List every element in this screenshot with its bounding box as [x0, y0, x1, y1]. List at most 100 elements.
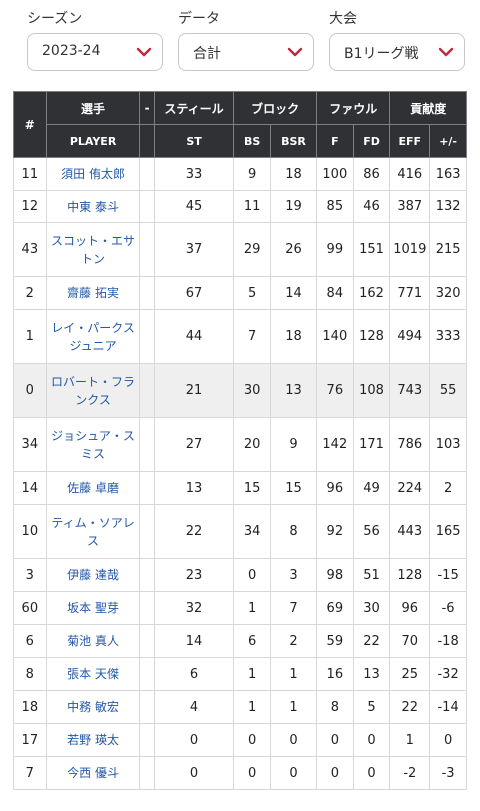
- stat-bsr: 1: [270, 657, 317, 691]
- season-select-value: 2023-24: [42, 43, 101, 59]
- col-player-sub[interactable]: PLAYER: [45, 124, 141, 158]
- stats-table-container[interactable]: # 選手 - スティール ブロック ファウル 貢献度 PLAYER ST BS …: [13, 91, 467, 790]
- col-dash-sub: [139, 124, 155, 158]
- stat-pm: 333: [429, 309, 467, 364]
- player-name-link[interactable]: 菊池 真人: [45, 624, 141, 658]
- stat-f: 0: [315, 723, 354, 757]
- dash-cell: [139, 624, 155, 658]
- stat-pm: 132: [429, 190, 467, 223]
- player-name-link[interactable]: 張本 天傑: [45, 657, 141, 691]
- col-f-header[interactable]: F: [315, 124, 354, 158]
- stat-fd: 86: [352, 157, 391, 191]
- player-name-link[interactable]: 今西 優斗: [45, 756, 141, 790]
- player-name-link[interactable]: 伊藤 達哉: [45, 558, 141, 592]
- stat-fd: 0: [352, 756, 391, 790]
- dash-cell: [139, 471, 155, 505]
- col-dash-header: -: [139, 91, 155, 125]
- player-number: 8: [13, 657, 47, 691]
- tournament-select[interactable]: B1リーグ戦: [329, 33, 465, 71]
- player-name-link[interactable]: レイ・パークスジュニア: [45, 309, 141, 364]
- stat-pm: -14: [429, 690, 467, 724]
- stat-eff: 387: [389, 190, 431, 223]
- stat-st: 22: [153, 504, 235, 559]
- stat-bsr: 7: [270, 591, 317, 625]
- player-name-link[interactable]: 坂本 聖芽: [45, 591, 141, 625]
- stat-fd: 49: [352, 471, 391, 505]
- player-name-link[interactable]: スコット・エサトン: [45, 222, 141, 277]
- dash-cell: [139, 756, 155, 790]
- data-select-value: 合計: [193, 46, 221, 62]
- stat-pm: 55: [429, 363, 467, 418]
- col-number-header[interactable]: #: [13, 91, 47, 158]
- stat-pm: -18: [429, 624, 467, 658]
- col-fd-header[interactable]: FD: [352, 124, 391, 158]
- stat-eff: 224: [389, 471, 431, 505]
- stat-st: 23: [153, 558, 235, 592]
- stat-st: 13: [153, 471, 235, 505]
- dash-cell: [139, 657, 155, 691]
- stat-bs: 7: [233, 309, 272, 364]
- dash-cell: [139, 276, 155, 310]
- table-row: 18 中務 敏宏 4 1 1 8 5 22 -14: [13, 690, 467, 724]
- stat-eff: -2: [389, 756, 431, 790]
- stats-table: # 選手 - スティール ブロック ファウル 貢献度 PLAYER ST BS …: [13, 91, 467, 790]
- stat-fd: 151: [352, 222, 391, 277]
- stat-f: 59: [315, 624, 354, 658]
- player-number: 12: [13, 190, 47, 223]
- tournament-filter-label: 大会: [329, 11, 357, 27]
- stat-fd: 171: [352, 417, 391, 472]
- player-name-link[interactable]: ロバート・フランクス: [45, 363, 141, 418]
- col-st-header[interactable]: ST: [153, 124, 235, 158]
- stat-pm: -6: [429, 591, 467, 625]
- season-select[interactable]: 2023-24: [27, 33, 163, 71]
- stat-f: 0: [315, 756, 354, 790]
- col-plusminus-header[interactable]: +/-: [429, 124, 467, 158]
- stat-f: 92: [315, 504, 354, 559]
- player-number: 3: [13, 558, 47, 592]
- stat-bsr: 26: [270, 222, 317, 277]
- stat-f: 16: [315, 657, 354, 691]
- player-name-link[interactable]: 若野 瑛太: [45, 723, 141, 757]
- stat-fd: 51: [352, 558, 391, 592]
- stat-pm: 0: [429, 723, 467, 757]
- table-row: 43 スコット・エサトン 37 29 26 99 151 1019 215: [13, 222, 467, 277]
- table-row: 60 坂本 聖芽 32 1 7 69 30 96 -6: [13, 591, 467, 625]
- stat-bsr: 18: [270, 157, 317, 191]
- table-row: 2 齋藤 拓実 67 5 14 84 162 771 320: [13, 276, 467, 310]
- stat-fd: 128: [352, 309, 391, 364]
- stat-eff: 1019: [389, 222, 431, 277]
- table-row: 34 ジョシュア・スミス 27 20 9 142 171 786 103: [13, 417, 467, 472]
- stat-eff: 22: [389, 690, 431, 724]
- table-row: 0 ロバート・フランクス 21 30 13 76 108 743 55: [13, 363, 467, 418]
- table-row: 7 今西 優斗 0 0 0 0 0 -2 -3: [13, 756, 467, 790]
- player-name-link[interactable]: ジョシュア・スミス: [45, 417, 141, 472]
- stat-f: 96: [315, 471, 354, 505]
- player-name-link[interactable]: 佐藤 卓磨: [45, 471, 141, 505]
- stat-eff: 743: [389, 363, 431, 418]
- stat-f: 84: [315, 276, 354, 310]
- col-bsr-header[interactable]: BSR: [270, 124, 317, 158]
- stat-st: 0: [153, 756, 235, 790]
- col-bs-header[interactable]: BS: [233, 124, 272, 158]
- table-header: # 選手 - スティール ブロック ファウル 貢献度 PLAYER ST BS …: [13, 91, 467, 158]
- dash-cell: [139, 591, 155, 625]
- stat-bs: 1: [233, 657, 272, 691]
- table-row: 10 ティム・ソアレス 22 34 8 92 56 443 165: [13, 504, 467, 559]
- col-eff-header[interactable]: EFF: [389, 124, 431, 158]
- player-name-link[interactable]: ティム・ソアレス: [45, 504, 141, 559]
- stat-eff: 494: [389, 309, 431, 364]
- dash-cell: [139, 723, 155, 757]
- stat-st: 44: [153, 309, 235, 364]
- player-name-link[interactable]: 中東 泰斗: [45, 190, 141, 223]
- stat-st: 0: [153, 723, 235, 757]
- season-filter-label: シーズン: [27, 11, 83, 27]
- data-select[interactable]: 合計: [178, 33, 314, 71]
- stat-pm: 163: [429, 157, 467, 191]
- stat-pm: 320: [429, 276, 467, 310]
- stat-bs: 0: [233, 756, 272, 790]
- stat-bs: 11: [233, 190, 272, 223]
- stat-bsr: 0: [270, 723, 317, 757]
- player-name-link[interactable]: 齋藤 拓実: [45, 276, 141, 310]
- player-name-link[interactable]: 須田 侑太郎: [45, 157, 141, 191]
- player-name-link[interactable]: 中務 敏宏: [45, 690, 141, 724]
